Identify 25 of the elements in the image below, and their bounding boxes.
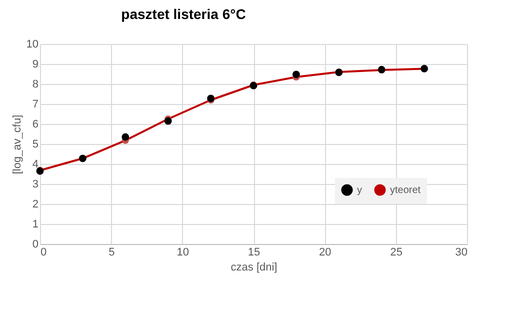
y-axis-title: [log_av_cfu] bbox=[11, 114, 24, 174]
x-axis-title: czas [dni] bbox=[230, 262, 278, 274]
x-tick-label: 15 bbox=[248, 246, 260, 258]
x-tick-label: 0 bbox=[40, 246, 47, 258]
point bbox=[122, 133, 130, 141]
x-tick-label: 5 bbox=[108, 246, 115, 258]
x-tick-label: 20 bbox=[319, 246, 332, 258]
point bbox=[292, 70, 300, 78]
legend-label: yteoret bbox=[390, 185, 421, 196]
y-tick-label: 6 bbox=[32, 118, 38, 130]
x-tick-label: 10 bbox=[176, 246, 189, 258]
y-tick-label: 0 bbox=[32, 238, 38, 250]
legend-label: y bbox=[357, 185, 362, 196]
chart-title: pasztet listeria 6°C bbox=[121, 6, 246, 22]
y-tick-label: 2 bbox=[32, 198, 38, 210]
y-tick-label: 8 bbox=[32, 78, 38, 90]
y-tick-label: 5 bbox=[32, 138, 38, 150]
x-tick-label: 30 bbox=[455, 246, 468, 258]
y-tick-label: 9 bbox=[32, 58, 38, 70]
x-tick-label: 25 bbox=[390, 246, 402, 258]
y-tick-label: 4 bbox=[32, 158, 38, 170]
y-tick-label: 7 bbox=[32, 98, 38, 110]
y-tick-label: 3 bbox=[32, 178, 38, 190]
y-tick-label: 10 bbox=[26, 38, 38, 50]
y-tick-label: 1 bbox=[32, 218, 38, 230]
